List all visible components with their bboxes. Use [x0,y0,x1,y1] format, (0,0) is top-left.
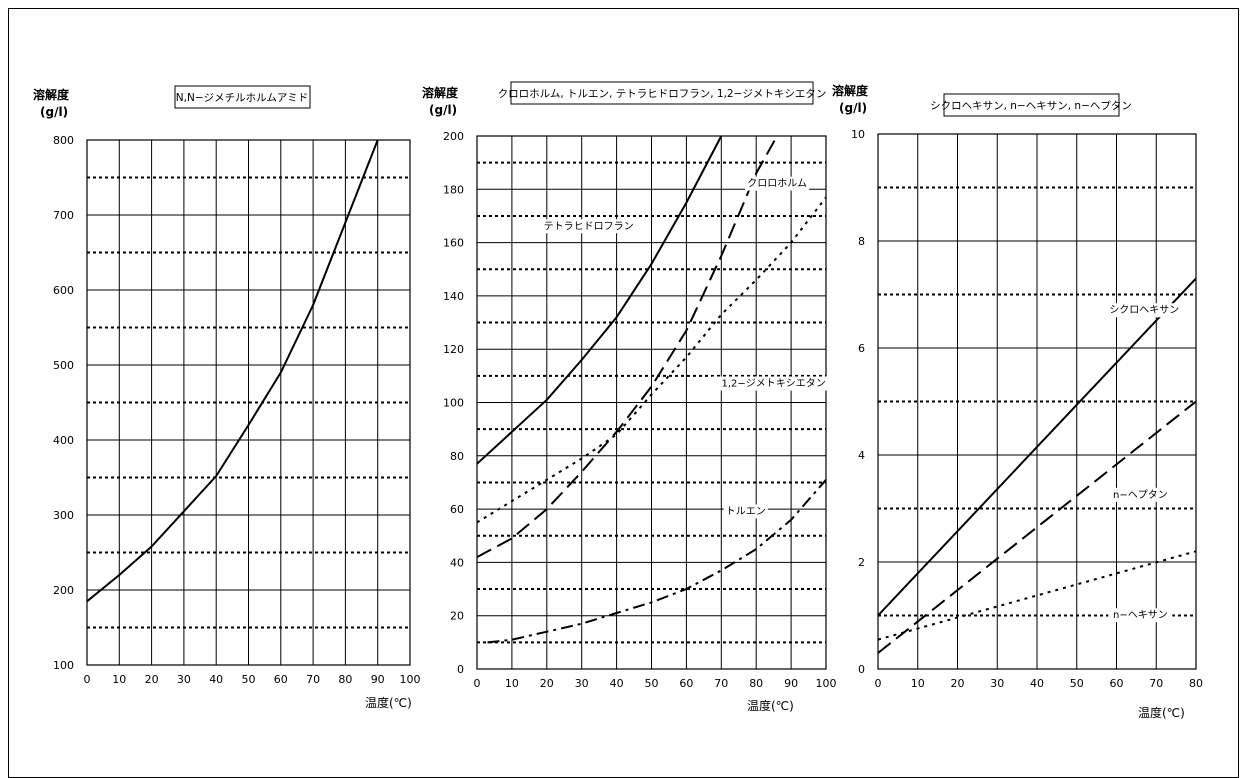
x-tick-label: 10 [112,673,126,686]
x-tick-label: 30 [575,677,589,690]
chart-title: シクロヘキサン, n−ヘキサン, n−ヘプタン [930,100,1132,112]
x-tick-label: 10 [505,677,519,690]
x-tick-label: 30 [177,673,191,686]
series-annotation: シクロヘキサン [1109,304,1179,316]
y-tick-label: 8 [858,235,865,248]
series-line [476,196,827,524]
y-tick-label: 80 [450,450,464,463]
y-tick-label: 400 [53,434,74,447]
x-tick-label: 0 [875,677,882,690]
y-tick-label: 10 [851,128,865,141]
series-line [877,400,1197,654]
y-axis-label: 溶解度 [33,87,70,102]
x-tick-label: 20 [540,677,554,690]
chart-panel-dmf: 溶解度 (g/l) 温度(℃) 0 10 20 30 40 50 60 70 80 90 100 10… [33,85,421,710]
chart-title: クロロホルム, トルエン, テトラヒドロフラン, 1,2−ジメトキシエタン [498,88,827,100]
y-tick-label: 2 [858,556,865,569]
x-tick-label: 60 [274,673,288,686]
y-axis-label: 溶解度 [422,85,459,100]
x-axis-label: 温度(℃) [365,695,412,710]
chart-title: N,N−ジメチルホルムアミド [176,92,308,104]
x-tick-label: 80 [1189,677,1203,690]
x-tick-label: 50 [645,677,659,690]
y-tick-label: 20 [450,610,464,623]
y-tick-label: 60 [450,503,464,516]
x-tick-label: 0 [474,677,481,690]
annotation-background [1107,303,1182,318]
x-tick-label: 0 [84,673,91,686]
plot-border [476,135,827,670]
chart-panel-hexane-group: 溶解度 (g/l) 温度(℃) 0 10 20 30 40 50 60 70 80 0 2 4 6 8 10… [832,83,1203,720]
x-tick-label: 50 [1070,677,1084,690]
y-tick-label: 120 [443,343,464,356]
title-box [510,81,814,105]
series-line [476,135,778,558]
series-line [86,139,379,603]
x-tick-label: 60 [679,677,693,690]
annotation-background [1108,487,1173,502]
x-tick-label: 70 [1149,677,1163,690]
x-tick-label: 60 [1110,677,1124,690]
annotation-background [711,376,836,391]
series-line [487,479,827,644]
series-annotation: クロロホルム [747,178,807,190]
x-axis-label: 温度(℃) [747,698,794,713]
x-tick-label: 40 [1030,677,1044,690]
x-axis-label: 温度(℃) [1138,705,1185,720]
x-tick-label: 90 [784,677,798,690]
x-tick-label: 90 [371,673,385,686]
x-tick-label: 20 [145,673,159,686]
series-annotation: 1,2−ジメトキシエタン [722,378,826,390]
x-tick-label: 10 [911,677,925,690]
x-tick-label: 50 [242,673,256,686]
y-tick-label: 0 [457,663,464,676]
y-tick-label: 300 [53,509,74,522]
x-tick-label: 70 [306,673,320,686]
y-tick-label: 6 [858,342,865,355]
annotation-background [541,219,636,234]
y-tick-label: 4 [858,449,865,462]
y-tick-label: 200 [443,130,464,143]
y-axis-unit: (g/l) [40,105,68,119]
y-tick-label: 180 [443,183,464,196]
x-tick-label: 20 [951,677,965,690]
y-tick-label: 600 [53,284,74,297]
x-tick-label: 40 [209,673,223,686]
annotation-background [723,504,768,519]
x-tick-label: 70 [714,677,728,690]
y-tick-label: 140 [443,290,464,303]
y-tick-label: 800 [53,134,74,147]
series-annotation: n−ヘキサン [1113,609,1168,621]
plot-border [86,139,411,666]
series-annotation: テトラヒドロフラン [544,220,634,232]
chart-panel-chloroform-group: 溶解度 (g/l) 温度(℃) 0 10 20 30 40 50 60 70 80 90 100 0 2… [422,81,837,713]
y-tick-label: 200 [53,584,74,597]
x-tick-label: 30 [990,677,1004,690]
series-annotation: n−ヘプタン [1113,489,1168,501]
annotation-background [745,176,810,191]
x-tick-label: 100 [400,673,421,686]
y-axis-unit: (g/l) [429,103,457,117]
annotation-background [1108,608,1173,623]
y-axis-unit: (g/l) [839,101,867,115]
x-tick-label: 40 [610,677,624,690]
y-tick-label: 0 [858,663,865,676]
series-annotation: トルエン [726,506,766,517]
y-tick-label: 100 [443,397,464,410]
title-box [943,93,1120,117]
y-tick-label: 160 [443,237,464,250]
y-tick-label: 40 [450,556,464,569]
x-tick-label: 80 [749,677,763,690]
x-tick-label: 80 [338,673,352,686]
y-tick-label: 100 [53,659,74,672]
y-tick-label: 700 [53,209,74,222]
y-axis-label: 溶解度 [832,83,869,98]
title-box [174,85,311,109]
y-tick-label: 500 [53,359,74,372]
x-tick-label: 100 [816,677,837,690]
series-line [476,135,723,465]
series-line [877,277,1197,617]
